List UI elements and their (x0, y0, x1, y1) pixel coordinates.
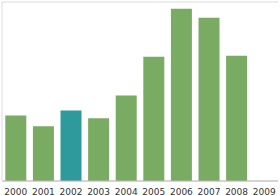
svg-text:2005: 2005 (142, 187, 165, 195)
svg-text:2001: 2001 (32, 187, 55, 195)
svg-text:2000: 2000 (8, 187, 28, 195)
svg-text:2009: 2009 (253, 187, 272, 195)
svg-text:2002: 2002 (60, 187, 83, 195)
svg-text:2006: 2006 (170, 187, 193, 195)
svg-text:2004: 2004 (115, 187, 138, 195)
svg-text:2003: 2003 (87, 187, 110, 195)
svg-text:2007: 2007 (198, 187, 221, 195)
svg-text:2008: 2008 (225, 187, 248, 195)
